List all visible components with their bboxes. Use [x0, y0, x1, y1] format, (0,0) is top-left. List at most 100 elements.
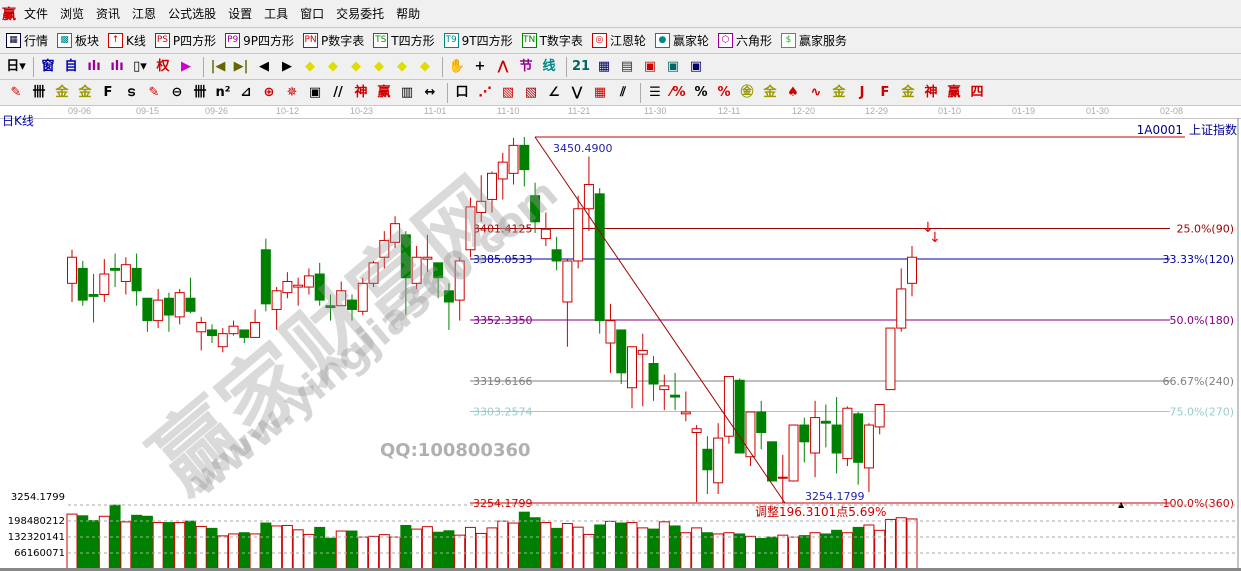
toolbar-button[interactable]: $ 赢家服务 [780, 32, 847, 49]
trend-line[interactable] [534, 136, 786, 504]
menu-item[interactable]: 文件 [24, 7, 49, 21]
menu-item[interactable]: 工具 [264, 7, 289, 21]
fan-icon[interactable]: ⋰ [478, 84, 492, 100]
candle [174, 288, 185, 325]
shrink-diamond-icon[interactable]: ◆ [374, 58, 384, 74]
f-icon[interactable]: F [103, 84, 113, 100]
grid-lines-icon[interactable]: 卌 [32, 84, 46, 100]
ruler-icon[interactable]: ☰ [649, 84, 661, 100]
menu-item[interactable]: 浏览 [60, 7, 85, 21]
percent-fan-icon[interactable]: ⁄% [670, 84, 686, 100]
gold-lines-icon[interactable]: 金 [763, 84, 777, 100]
toolbar-button[interactable]: TS T四方形 [373, 32, 435, 49]
toolbar-button[interactable]: TN T数字表 [521, 32, 583, 49]
star-icon[interactable]: ✵ [286, 84, 298, 100]
hand-icon[interactable]: ✋ [448, 58, 466, 74]
bars9-icon[interactable]: ılı [110, 58, 124, 74]
expand-diamond-icon[interactable]: ◆ [351, 58, 361, 74]
win-icon[interactable]: 赢 [377, 84, 391, 100]
first-icon[interactable]: |◀ [210, 58, 226, 74]
toolbar-button[interactable]: ▦ 行情 [6, 32, 48, 49]
spiral-icon[interactable]: ട [127, 84, 135, 100]
box-fan-icon[interactable]: ▧ [501, 84, 515, 100]
j-fan-icon[interactable]: J [859, 84, 865, 100]
toolbar-button[interactable]: ↑ K线 [108, 32, 146, 49]
gold1-icon[interactable]: 金 [55, 84, 69, 100]
bars3-icon[interactable]: ılı [87, 58, 101, 74]
volume-bar [131, 514, 143, 570]
toolbar-button[interactable]: PS P四方形 [154, 32, 216, 49]
gold-circle-icon[interactable]: ㊎ [740, 84, 754, 100]
gold-fan-icon[interactable]: 金 [901, 84, 915, 100]
pen-icon[interactable]: ✎ [10, 84, 22, 100]
candle-dropdown[interactable]: ▯▾ [133, 58, 147, 74]
wave-icon[interactable]: ⋁ [571, 84, 583, 100]
zoom-in-diamond-icon[interactable]: ◆ [397, 58, 407, 74]
square-icon[interactable]: ▣ [308, 84, 322, 100]
target-icon[interactable]: ⊕ [263, 84, 275, 100]
menu-item[interactable]: 资讯 [96, 7, 121, 21]
next-icon[interactable]: ▶ [282, 58, 292, 74]
toolbar-button[interactable]: T9 9T四方形 [443, 32, 513, 49]
four-fan-icon[interactable]: 四 [970, 84, 984, 100]
rocket-icon[interactable]: ♠ [787, 84, 799, 100]
period-day-dropdown[interactable]: 日▾ [6, 58, 26, 74]
win-fan-icon[interactable]: 赢 [947, 84, 961, 100]
box-icon[interactable]: 口 [455, 84, 469, 100]
god-fan-icon[interactable]: 神 [924, 84, 938, 100]
right-diamond-icon[interactable]: ◆ [328, 58, 338, 74]
horizontal-scrollbar[interactable] [0, 568, 1241, 571]
calculator-icon[interactable]: ▦ [597, 58, 611, 74]
gold2-icon[interactable]: 金 [78, 84, 92, 100]
notes-icon[interactable]: ▤ [620, 58, 634, 74]
save-icon[interactable]: ▣ [643, 58, 657, 74]
grid-icon[interactable]: ▦ [593, 84, 607, 100]
menu-item[interactable]: 帮助 [396, 7, 421, 21]
slash-lines-icon[interactable]: ⫽ [620, 84, 626, 100]
date-tick: 11-21 [568, 106, 591, 116]
wave2-icon[interactable]: ∿ [810, 84, 822, 100]
rights-icon[interactable]: 权 [156, 58, 170, 74]
last-icon[interactable]: ▶| [233, 58, 249, 74]
calendar-icon[interactable]: 21 [571, 58, 591, 74]
width-icon[interactable]: ↔ [424, 84, 436, 100]
lines-icon[interactable]: 卌 [193, 84, 207, 100]
prev-icon[interactable]: ◀ [259, 58, 269, 74]
toolbar-button[interactable]: PN P数字表 [303, 32, 364, 49]
percent-icon[interactable]: % [694, 84, 708, 100]
calendar-grid-icon[interactable]: ▥ [400, 84, 414, 100]
line-icon[interactable]: ⋀ [497, 58, 509, 74]
parallel-icon[interactable]: // [333, 84, 343, 100]
god-icon[interactable]: 神 [354, 84, 368, 100]
crosshair-icon[interactable]: + [474, 58, 486, 74]
zoom-out-diamond-icon[interactable]: ◆ [420, 58, 430, 74]
line-style-icon[interactable]: 线 [542, 58, 556, 74]
toolbar-button[interactable]: ▩ 板块 [57, 32, 99, 49]
menu-item[interactable]: 交易委托 [336, 7, 385, 21]
menu-item[interactable]: 江恩 [132, 7, 157, 21]
print-icon[interactable]: ▣ [689, 58, 703, 74]
percent-lines-icon[interactable]: % [717, 84, 731, 100]
f-fan-icon[interactable]: F [880, 84, 890, 100]
network-icon[interactable]: ▣ [666, 58, 680, 74]
n2-icon[interactable]: n² [215, 84, 231, 100]
angle-icon[interactable]: ⊿ [240, 84, 252, 100]
self-icon[interactable]: 自 [64, 58, 78, 74]
menu-item[interactable]: 设置 [228, 7, 253, 21]
menu-item[interactable]: 窗口 [300, 7, 325, 21]
flag-icon[interactable]: ▶ [181, 58, 191, 74]
section-icon[interactable]: 节 [519, 58, 533, 74]
menu-item[interactable]: 公式选股 [168, 7, 217, 21]
pen-scale-icon[interactable]: ✎ [148, 84, 160, 100]
left-diamond-icon[interactable]: ◆ [305, 58, 315, 74]
gold3-icon[interactable]: 金 [832, 84, 846, 100]
box-fan2-icon[interactable]: ▧ [524, 84, 538, 100]
toolbar-button[interactable]: ◎ 江恩轮 [591, 32, 646, 49]
toolbar-button[interactable]: ● 赢家轮 [654, 32, 709, 49]
window-icon[interactable]: 窗 [41, 58, 55, 74]
toolbar-button[interactable]: ⬡ 六角形 [717, 32, 772, 49]
circle-grid-icon[interactable]: ⊖ [171, 84, 183, 100]
angle-fan-icon[interactable]: ∠ [548, 84, 560, 100]
toolbar-button[interactable]: P9 9P四方形 [225, 32, 294, 49]
